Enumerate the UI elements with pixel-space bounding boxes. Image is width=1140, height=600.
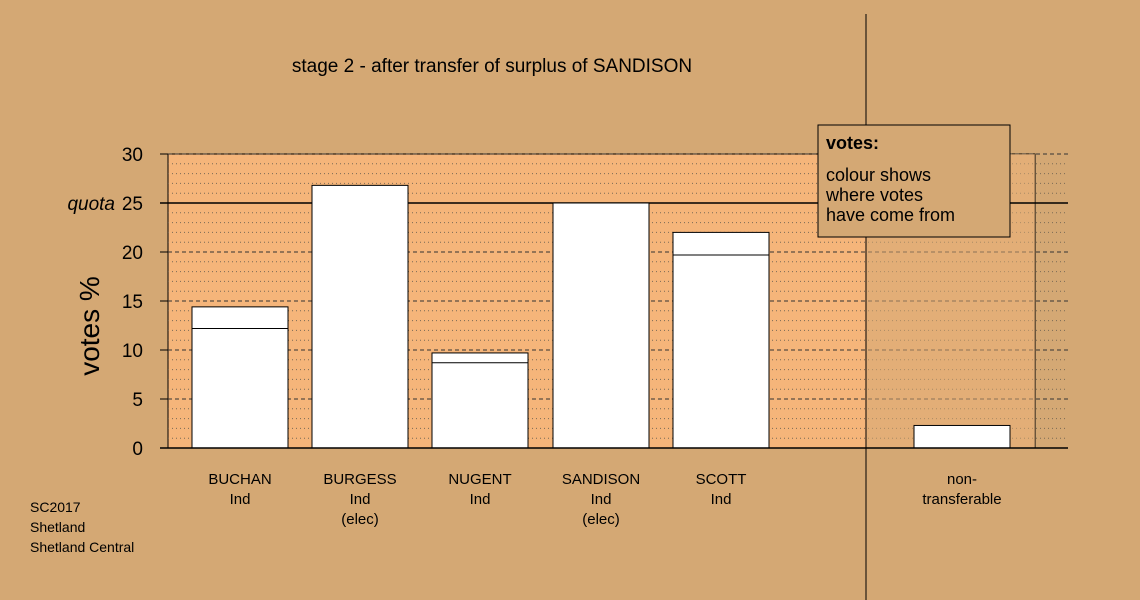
chart-title: stage 2 - after transfer of surplus of S…	[292, 56, 692, 77]
category-label: Ind	[350, 491, 371, 508]
bar	[431, 352, 529, 449]
y-tick-label: 30	[122, 145, 143, 166]
category-label: BURGESS	[323, 471, 396, 488]
y-tick-label: 5	[132, 390, 143, 411]
legend-line: where votes	[825, 185, 923, 205]
category-label: NUGENT	[448, 471, 511, 488]
legend-title: votes:	[826, 133, 879, 153]
footer-council: Shetland	[30, 519, 86, 535]
category-label: SANDISON	[562, 471, 640, 488]
category-label: transferable	[922, 491, 1001, 508]
y-tick-label: 0	[132, 439, 143, 460]
legend-line: colour shows	[826, 165, 931, 185]
category-label: (elec)	[341, 511, 379, 528]
bar	[913, 424, 1011, 449]
bar	[552, 202, 650, 449]
category-label: BUCHAN	[208, 471, 271, 488]
y-axis-title: votes %	[74, 276, 105, 376]
y-tick-label: 20	[122, 243, 143, 264]
bar	[672, 231, 770, 449]
footer-election: SC2017	[30, 499, 81, 515]
category-label: SCOTT	[696, 471, 747, 488]
category-label: Ind	[470, 491, 491, 508]
y-tick-label: 15	[122, 292, 143, 313]
category-label: Ind	[711, 491, 732, 508]
footer: SC2017 Shetland Shetland Central	[30, 497, 134, 557]
legend-box	[817, 124, 1011, 238]
category-label: non-	[947, 471, 977, 488]
quota-label: quota	[67, 194, 115, 215]
y-tick-label: 25	[122, 194, 143, 215]
y-tick-label: 10	[122, 341, 143, 362]
bar	[311, 184, 409, 449]
category-label: Ind	[230, 491, 251, 508]
legend-line: have come from	[826, 205, 955, 225]
category-label: Ind	[591, 491, 612, 508]
category-label: (elec)	[582, 511, 620, 528]
footer-ward: Shetland Central	[30, 539, 135, 555]
